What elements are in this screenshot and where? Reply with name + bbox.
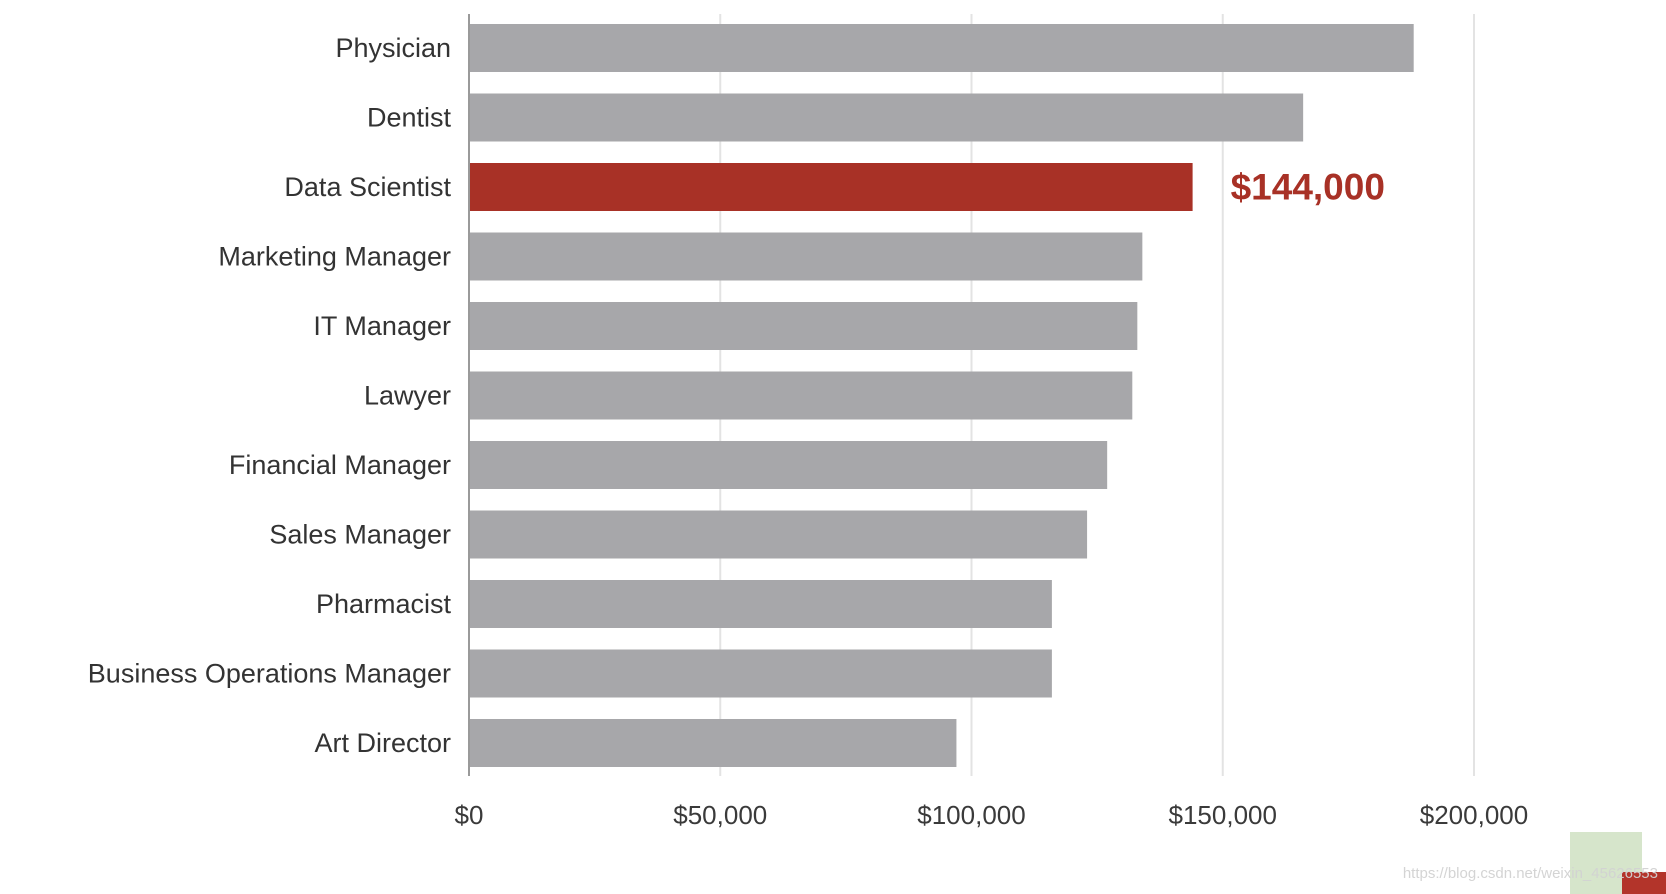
x-tick-label-4: $200,000 — [1420, 800, 1528, 830]
category-label-8: Pharmacist — [316, 589, 452, 619]
bar-1 — [469, 93, 1304, 142]
bar-6 — [469, 441, 1108, 489]
x-tick-label-0: $0 — [455, 800, 484, 830]
bar-4 — [469, 302, 1138, 350]
tick-labels: $0 $50,000 $100,000 $150,000 $200,000 — [455, 800, 1529, 830]
bar-2 — [469, 163, 1193, 211]
bar-5 — [469, 371, 1133, 420]
category-label-5: Lawyer — [364, 381, 451, 411]
category-label-9: Business Operations Manager — [88, 659, 451, 689]
category-label-10: Art Director — [314, 728, 451, 758]
category-labels: Physician Dentist Data Scientist Marketing … — [88, 33, 452, 758]
bar-3 — [469, 232, 1143, 281]
bars — [469, 24, 1414, 767]
category-label-0: Physician — [335, 33, 451, 63]
x-tick-label-2: $100,000 — [917, 800, 1025, 830]
data-labels: $144,000 — [1231, 167, 1385, 208]
category-label-3: Marketing Manager — [218, 242, 451, 272]
category-label-7: Sales Manager — [269, 520, 451, 550]
bar-8 — [469, 580, 1052, 628]
category-label-4: IT Manager — [313, 311, 451, 341]
highlight-value-label: $144,000 — [1231, 167, 1385, 208]
category-label-6: Financial Manager — [229, 450, 451, 480]
category-label-2: Data Scientist — [284, 172, 451, 202]
x-tick-label-1: $50,000 — [673, 800, 767, 830]
bar-7 — [469, 510, 1088, 559]
bar-0 — [469, 24, 1414, 72]
category-label-1: Dentist — [367, 103, 452, 133]
bar-9 — [469, 649, 1052, 698]
corner-badge — [1622, 872, 1666, 894]
watermark-text: https://blog.csdn.net/weixin_45626553 — [1402, 865, 1658, 882]
bar-10 — [469, 719, 957, 767]
x-tick-label-3: $150,000 — [1169, 800, 1277, 830]
